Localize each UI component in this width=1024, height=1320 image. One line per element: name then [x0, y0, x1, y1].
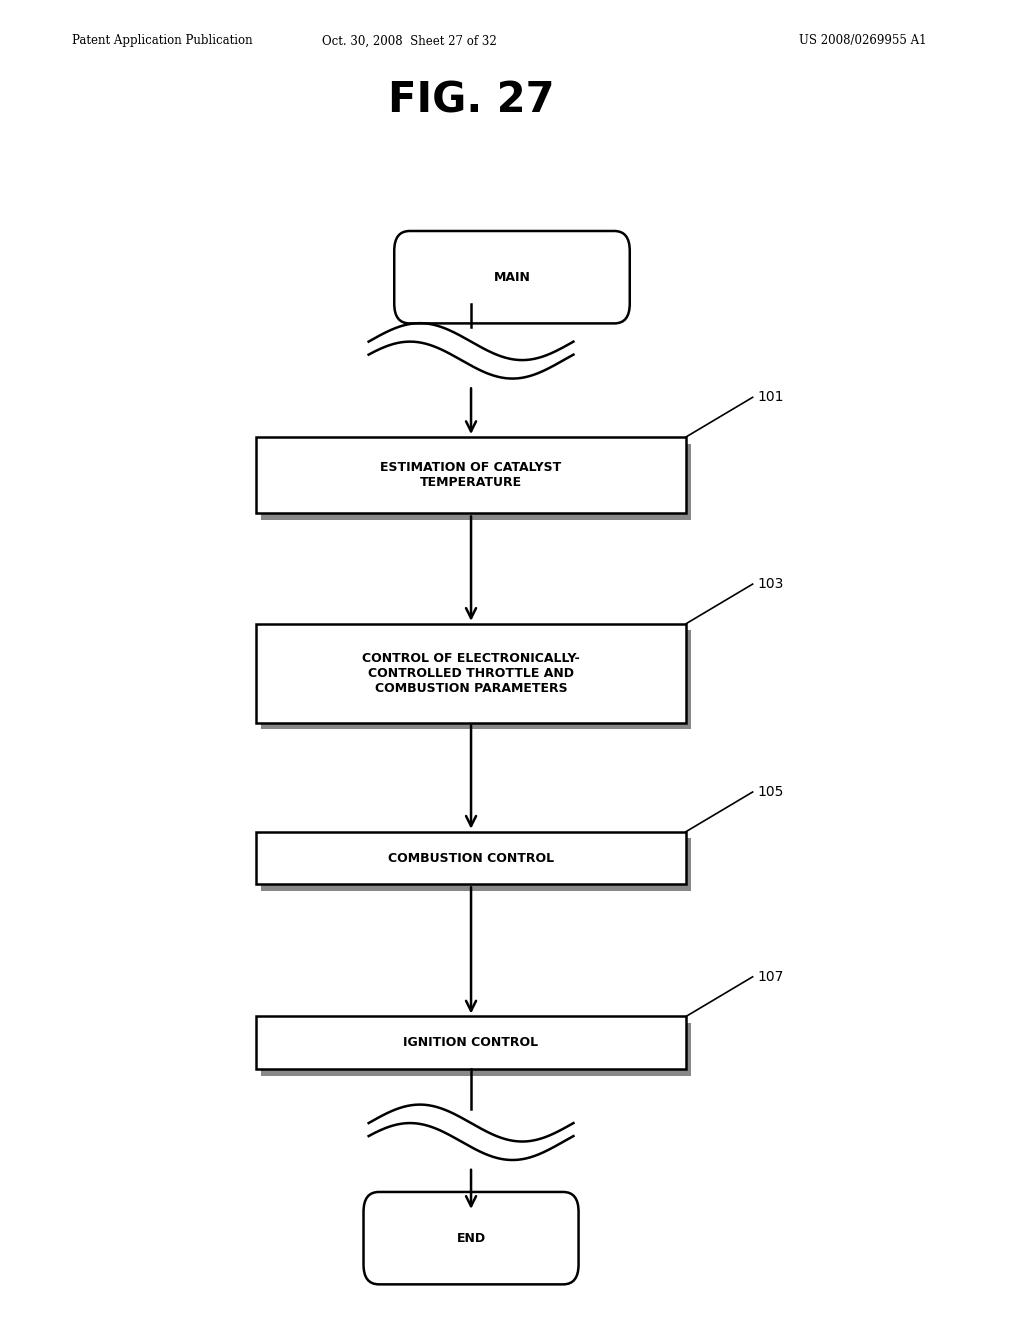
Text: END: END — [457, 1232, 485, 1245]
FancyBboxPatch shape — [261, 631, 691, 729]
Text: Oct. 30, 2008  Sheet 27 of 32: Oct. 30, 2008 Sheet 27 of 32 — [323, 34, 497, 48]
FancyBboxPatch shape — [256, 832, 686, 884]
FancyBboxPatch shape — [256, 624, 686, 722]
Text: 101: 101 — [758, 391, 784, 404]
Text: 103: 103 — [758, 577, 784, 591]
Text: 105: 105 — [758, 785, 784, 799]
Text: ESTIMATION OF CATALYST
TEMPERATURE: ESTIMATION OF CATALYST TEMPERATURE — [380, 461, 562, 490]
FancyBboxPatch shape — [261, 1023, 691, 1076]
Text: US 2008/0269955 A1: US 2008/0269955 A1 — [799, 34, 927, 48]
Text: MAIN: MAIN — [494, 271, 530, 284]
FancyBboxPatch shape — [256, 1016, 686, 1069]
Text: CONTROL OF ELECTRONICALLY-
CONTROLLED THROTTLE AND
COMBUSTION PARAMETERS: CONTROL OF ELECTRONICALLY- CONTROLLED TH… — [362, 652, 580, 694]
FancyBboxPatch shape — [261, 838, 691, 891]
FancyBboxPatch shape — [256, 437, 686, 513]
Text: FIG. 27: FIG. 27 — [388, 79, 554, 121]
FancyBboxPatch shape — [364, 1192, 579, 1284]
Text: 107: 107 — [758, 970, 784, 983]
Text: Patent Application Publication: Patent Application Publication — [72, 34, 252, 48]
FancyBboxPatch shape — [261, 444, 691, 520]
Text: COMBUSTION CONTROL: COMBUSTION CONTROL — [388, 851, 554, 865]
Text: IGNITION CONTROL: IGNITION CONTROL — [403, 1036, 539, 1049]
FancyBboxPatch shape — [394, 231, 630, 323]
